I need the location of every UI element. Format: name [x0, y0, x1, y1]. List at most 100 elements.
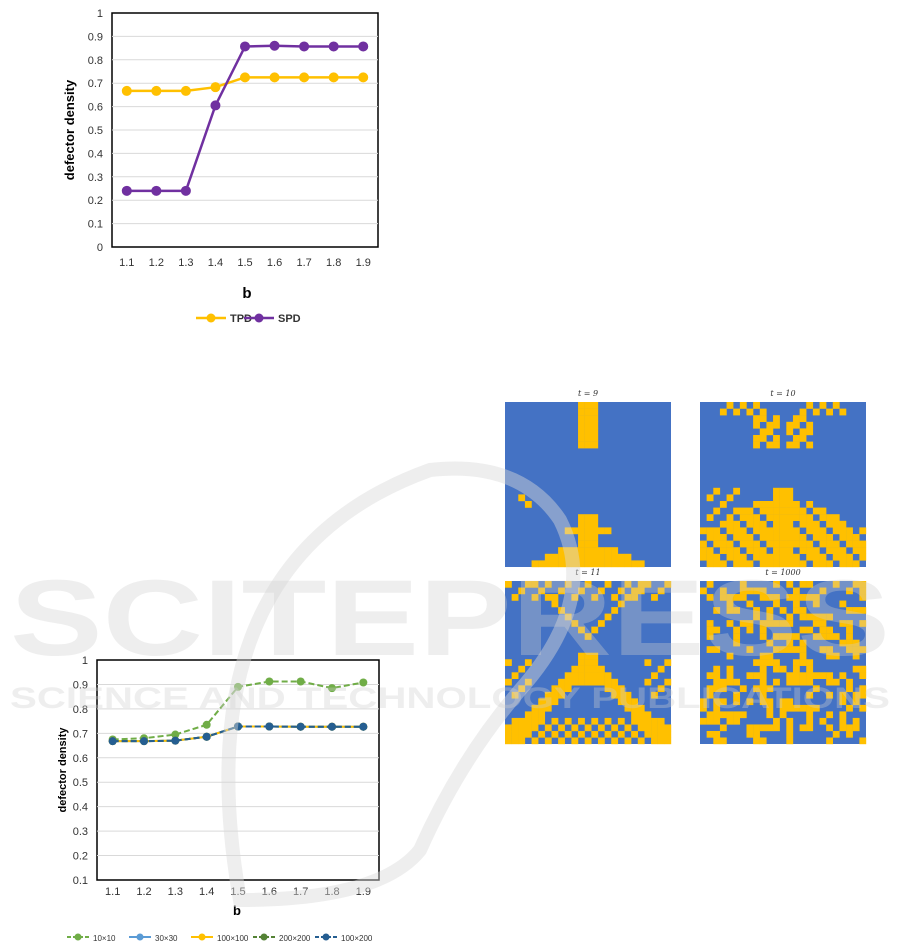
defector-cell: [538, 704, 546, 712]
defector-cell: [551, 717, 559, 725]
defector-cell: [624, 560, 632, 568]
y-tick-label: 0.6: [88, 102, 103, 114]
defector-cell: [773, 646, 780, 653]
defector-cell: [786, 633, 794, 640]
defector-cell: [624, 594, 632, 601]
defector-cell: [846, 730, 853, 738]
defector-cell: [773, 547, 780, 554]
defector-cell: [637, 560, 645, 568]
defector-cell: [651, 730, 658, 738]
defector-cell: [558, 685, 565, 693]
defector-cell: [604, 527, 612, 535]
y-tick-label: 0.1: [73, 875, 88, 887]
defector-cell: [733, 717, 741, 725]
defector-cell: [759, 685, 767, 693]
defector-cell: [792, 659, 800, 666]
defector-cell: [812, 613, 820, 621]
defector-cell: [779, 620, 787, 627]
defector-cell: [611, 547, 619, 554]
defector-cell: [591, 547, 599, 554]
defector-cell: [726, 540, 734, 548]
defector-cell: [812, 620, 820, 627]
defector-cell: [812, 520, 820, 528]
defector-cell: [766, 724, 774, 732]
y-tick-label: 0.2: [88, 195, 103, 207]
defector-cell: [578, 428, 585, 436]
defector-cell: [826, 547, 833, 554]
defector-cell: [719, 501, 727, 508]
defector-cell: [597, 620, 605, 627]
defector-cell: [859, 547, 867, 554]
x-tick-label: 1.1: [105, 886, 120, 898]
defector-cell: [792, 633, 800, 640]
defector-cell: [759, 620, 767, 627]
defector-cell: [571, 724, 579, 732]
defector-cell: [819, 507, 827, 515]
defector-cell: [597, 678, 605, 686]
defector-cell: [846, 626, 853, 634]
defector-cell: [819, 587, 827, 595]
defector-cell: [786, 620, 794, 627]
defector-cell: [826, 520, 833, 528]
defector-cell: [726, 620, 734, 627]
defector-cell: [812, 527, 820, 535]
defector-cell: [786, 441, 794, 449]
defector-cell: [617, 600, 625, 608]
defector-cell: [759, 659, 767, 666]
defector-cell: [779, 487, 787, 495]
defector-cell: [792, 672, 800, 679]
defector-cell: [799, 408, 807, 416]
defector-cell: [773, 487, 780, 495]
defector-cell: [779, 711, 787, 719]
legend-marker: [198, 933, 206, 941]
defector-cell: [806, 613, 814, 621]
defector-cell: [859, 527, 867, 535]
defector-cell: [819, 626, 827, 634]
defector-cell: [706, 672, 714, 679]
defector-cell: [591, 652, 599, 660]
defector-cell: [773, 494, 780, 502]
defector-cell: [591, 428, 599, 436]
defector-cell: [786, 514, 794, 521]
defector-cell: [766, 501, 774, 508]
defector-cell: [792, 534, 800, 541]
defector-cell: [759, 553, 767, 561]
defector-cell: [591, 730, 599, 738]
defector-cell: [544, 553, 552, 561]
data-point: [359, 722, 368, 731]
y-tick-label: 0.6: [73, 753, 88, 765]
defector-cell: [733, 487, 741, 495]
defector-cell: [739, 534, 747, 541]
defector-cell: [832, 633, 840, 640]
defector-cell: [713, 704, 721, 712]
defector-cell: [617, 698, 625, 706]
defector-cell: [806, 678, 814, 686]
defector-cell: [518, 730, 526, 738]
defector-cell: [739, 553, 747, 561]
defector-cell: [819, 672, 827, 679]
lattice-panel: t = 1000: [700, 568, 867, 745]
defector-cell: [773, 581, 780, 588]
defector-cell: [773, 594, 780, 601]
defector-cell: [773, 717, 780, 725]
defector-cell: [591, 672, 599, 679]
defector-cell: [706, 633, 714, 640]
defector-cell: [766, 698, 774, 706]
defector-cell: [706, 581, 714, 588]
defector-cell: [578, 421, 585, 429]
defector-cell: [859, 594, 867, 601]
lattice-panel-title: t = 1000: [765, 568, 800, 577]
defector-cell: [786, 527, 794, 535]
defector-cell: [799, 659, 807, 666]
defector-cell: [571, 527, 579, 535]
chart2-y-axis-title: defector density: [57, 727, 69, 813]
defector-cell: [617, 587, 625, 595]
defector-cell: [644, 659, 652, 666]
defector-cell: [726, 547, 734, 554]
data-point: [234, 722, 242, 731]
defector-cell: [591, 421, 599, 429]
defector-cell: [799, 613, 807, 621]
defector-cell: [706, 626, 714, 634]
defector-cell: [766, 441, 774, 449]
defector-cell: [578, 415, 585, 422]
